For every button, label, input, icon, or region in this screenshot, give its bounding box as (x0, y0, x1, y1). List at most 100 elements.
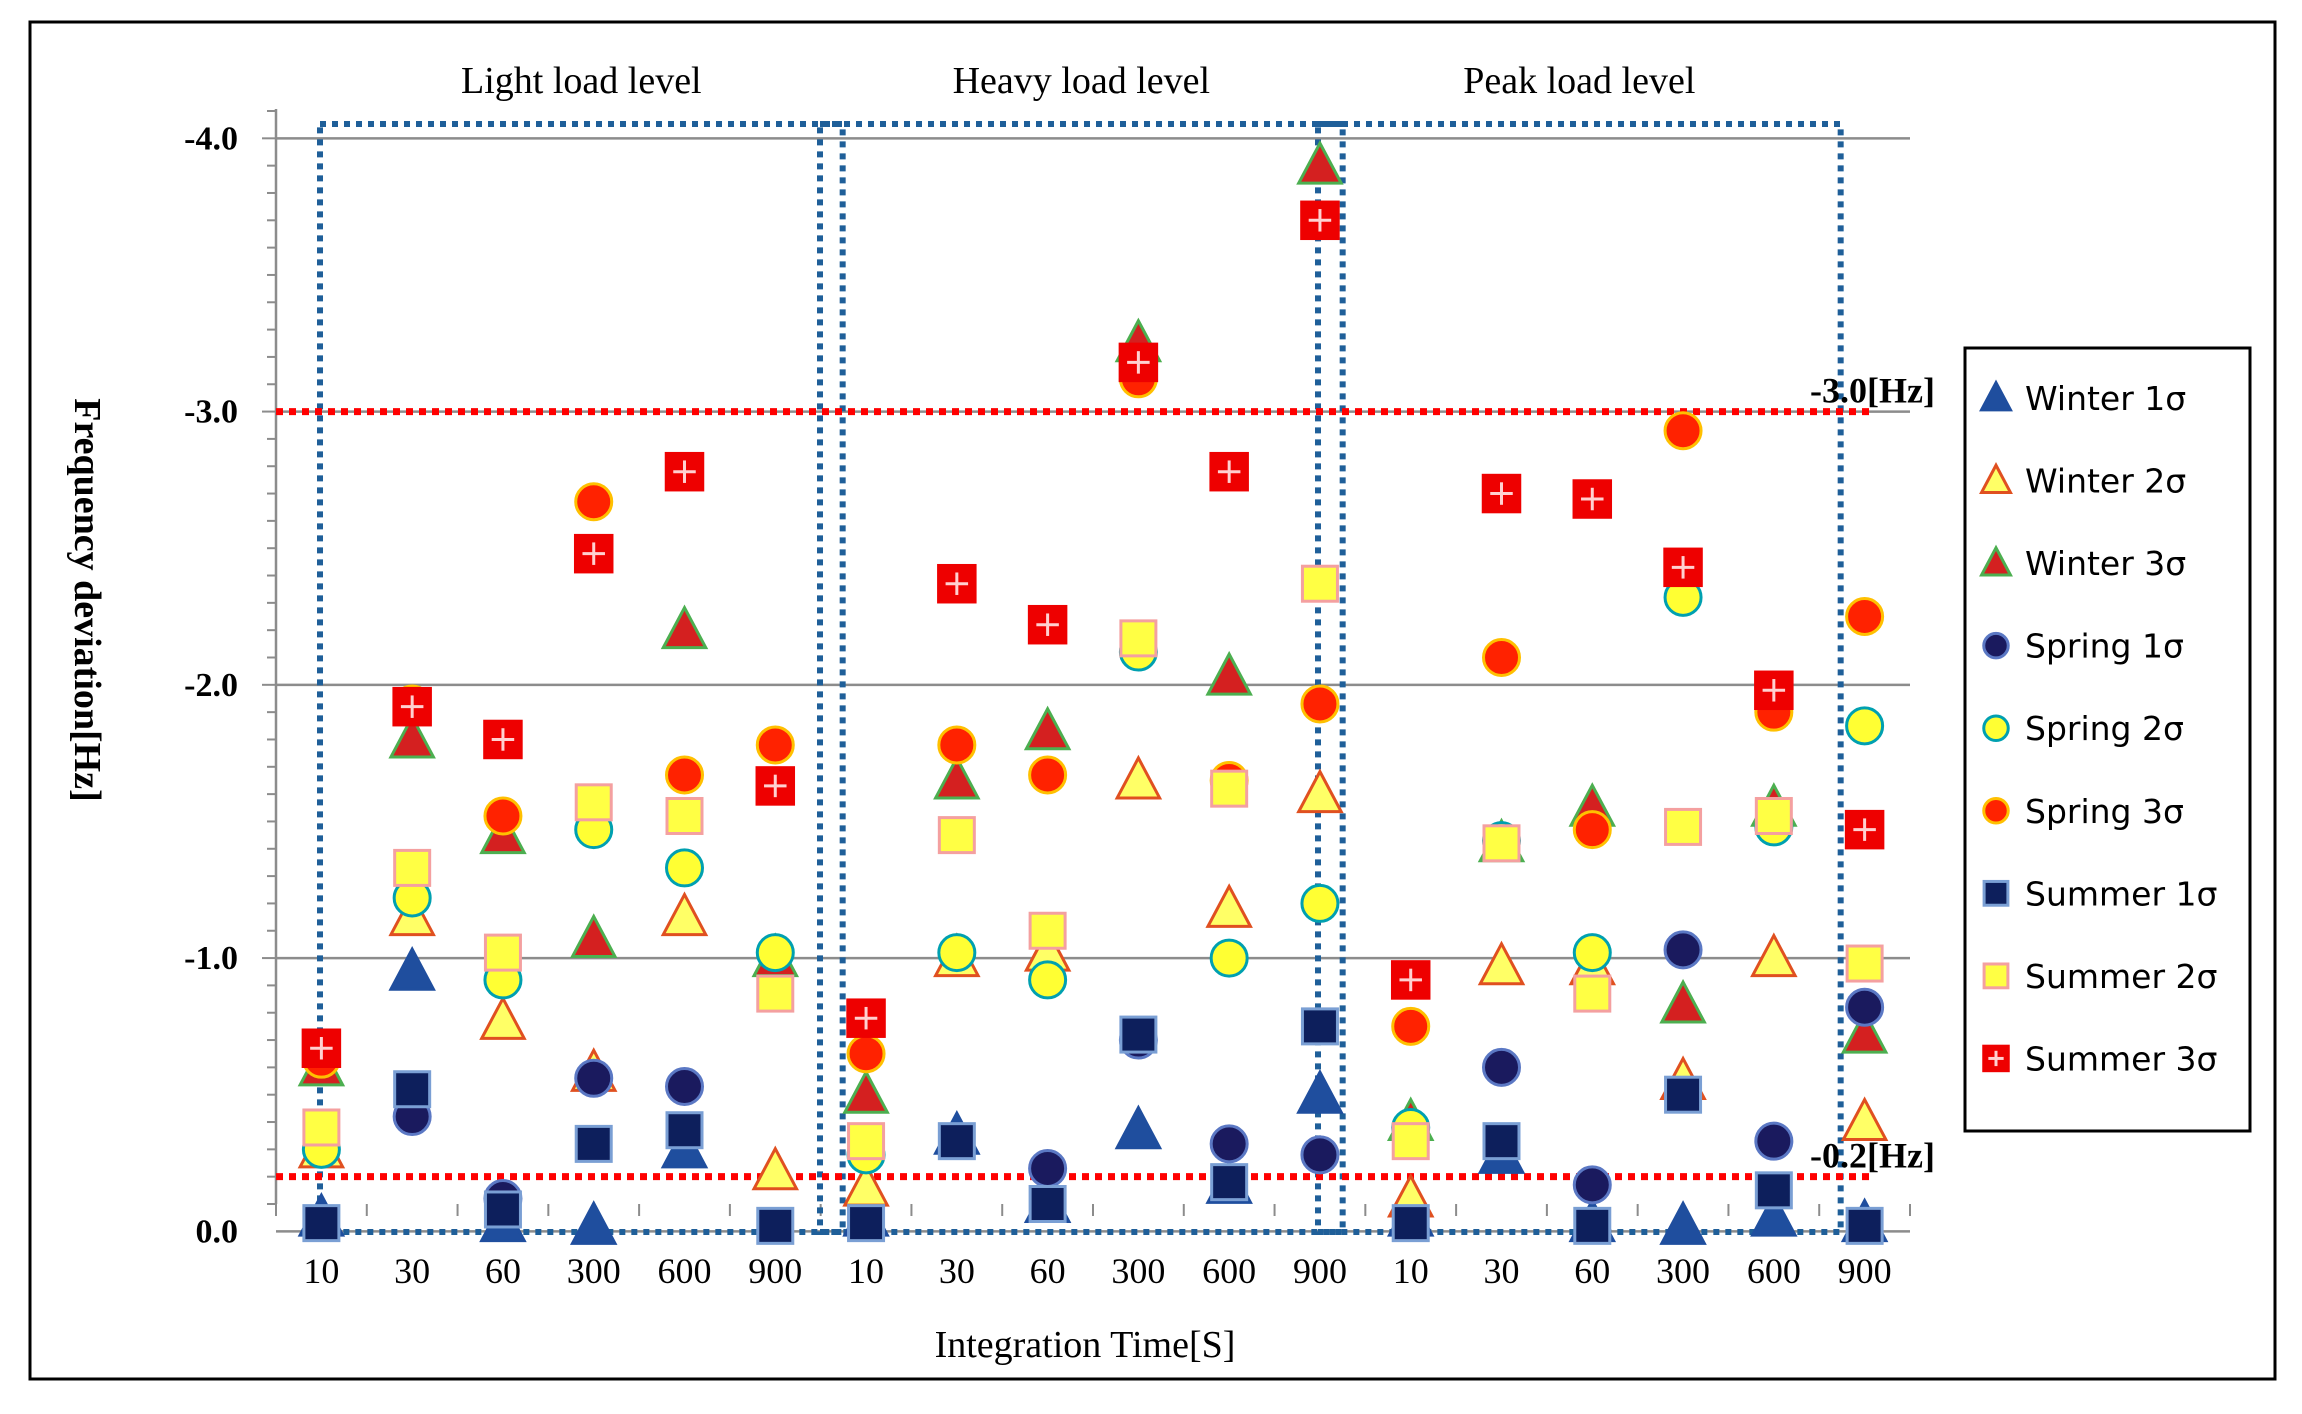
data-point (1663, 930, 1703, 970)
data-point (1027, 604, 1068, 645)
legend-marker (1982, 962, 2010, 990)
data-point (1209, 1124, 1249, 1164)
x-tick-label: 900 (748, 1251, 802, 1291)
legend-marker (1982, 879, 2010, 907)
data-point (1845, 944, 1884, 983)
data-point (751, 1145, 800, 1191)
data-point (569, 913, 618, 958)
data-point (1209, 938, 1249, 978)
data-point (479, 995, 527, 1040)
x-tick-label: 600 (1747, 1251, 1801, 1291)
data-point (846, 998, 886, 1038)
data-point (1572, 933, 1612, 973)
data-point (1114, 754, 1163, 800)
data-point (665, 755, 704, 795)
data-point (1750, 1191, 1798, 1237)
data-point (1845, 987, 1885, 1027)
y-tick-label: -2.0 (184, 667, 238, 704)
data-point (664, 451, 705, 492)
data-point (1845, 1206, 1884, 1245)
data-point (1754, 1121, 1794, 1161)
data-point (1028, 1185, 1067, 1223)
x-tick-label: 600 (1202, 1251, 1256, 1291)
data-point (1482, 1122, 1521, 1161)
legend-label: Winter 1σ (2025, 379, 2186, 418)
data-point (1572, 479, 1613, 519)
data-point (483, 796, 523, 836)
data-point (1663, 411, 1703, 451)
data-point (302, 1204, 341, 1243)
data-point (569, 1200, 618, 1245)
data-point (1209, 451, 1249, 492)
data-point (1300, 564, 1339, 603)
y-tick-label: -1.0 (184, 940, 238, 977)
data-point (1300, 1007, 1339, 1046)
data-point (1845, 706, 1885, 746)
legend-label: Spring 2σ (2025, 709, 2184, 748)
data-point (1391, 1006, 1431, 1046)
data-point (1482, 638, 1521, 677)
data-point (665, 1067, 704, 1107)
legend-label: Winter 3σ (2025, 544, 2186, 583)
data-point (1664, 1075, 1703, 1114)
data-point (1659, 1200, 1707, 1245)
data-point (574, 1058, 614, 1098)
data-point (1023, 705, 1072, 751)
data-point (937, 933, 977, 973)
data-point (1028, 755, 1068, 795)
x-tick-label: 30 (394, 1251, 430, 1291)
data-point (302, 1108, 341, 1147)
data-point (301, 1028, 342, 1068)
data-point (1300, 684, 1340, 724)
x-tick-label: 30 (939, 1251, 975, 1291)
data-point (1477, 940, 1526, 986)
legend-label: Summer 1σ (2025, 874, 2217, 913)
x-tick-label: 10 (303, 1251, 339, 1291)
y-tick-label: 0.0 (196, 1213, 239, 1250)
data-point (1028, 1148, 1068, 1188)
data-point (933, 754, 981, 800)
legend-marker (1979, 462, 2013, 494)
data-point (847, 1122, 886, 1161)
x-tick-label: 300 (567, 1251, 621, 1291)
legend-label: Summer 2σ (2025, 957, 2217, 996)
data-point (1028, 960, 1068, 1000)
x-tick-label: 300 (1111, 1251, 1165, 1291)
data-point (1659, 978, 1707, 1024)
x-tick-label: 300 (1656, 1251, 1710, 1291)
data-point (574, 482, 614, 522)
data-point (847, 1204, 886, 1243)
legend-label: Spring 1σ (2025, 627, 2184, 666)
data-point (1482, 824, 1521, 863)
data-point (1390, 960, 1431, 1000)
data-point (388, 946, 436, 991)
data-point (665, 848, 704, 888)
data-point (1572, 810, 1612, 850)
legend-marker (1982, 1044, 2010, 1073)
legend-marker (1979, 379, 2013, 412)
legend-marker (1979, 544, 2013, 577)
data-point (1840, 1096, 1889, 1142)
data-point (1028, 911, 1067, 950)
data-point (388, 713, 436, 759)
data-point (756, 974, 795, 1013)
data-point (483, 933, 522, 972)
reference-line-label: -3.0[Hz] (1810, 371, 1935, 411)
data-point (846, 1034, 886, 1074)
data-point (1300, 883, 1340, 923)
data-point (756, 1206, 795, 1245)
data-point (483, 719, 523, 760)
data-point (1205, 883, 1253, 928)
data-point (1754, 1171, 1793, 1210)
x-tick-label: 10 (1393, 1251, 1429, 1291)
data-point (937, 816, 976, 855)
data-point (1845, 597, 1885, 637)
x-tick-label: 10 (848, 1251, 884, 1291)
data-point (842, 1069, 890, 1114)
data-point (1664, 807, 1703, 846)
data-point (574, 783, 613, 822)
data-point (1844, 809, 1885, 850)
data-point (393, 848, 432, 887)
data-point (1391, 1204, 1430, 1243)
